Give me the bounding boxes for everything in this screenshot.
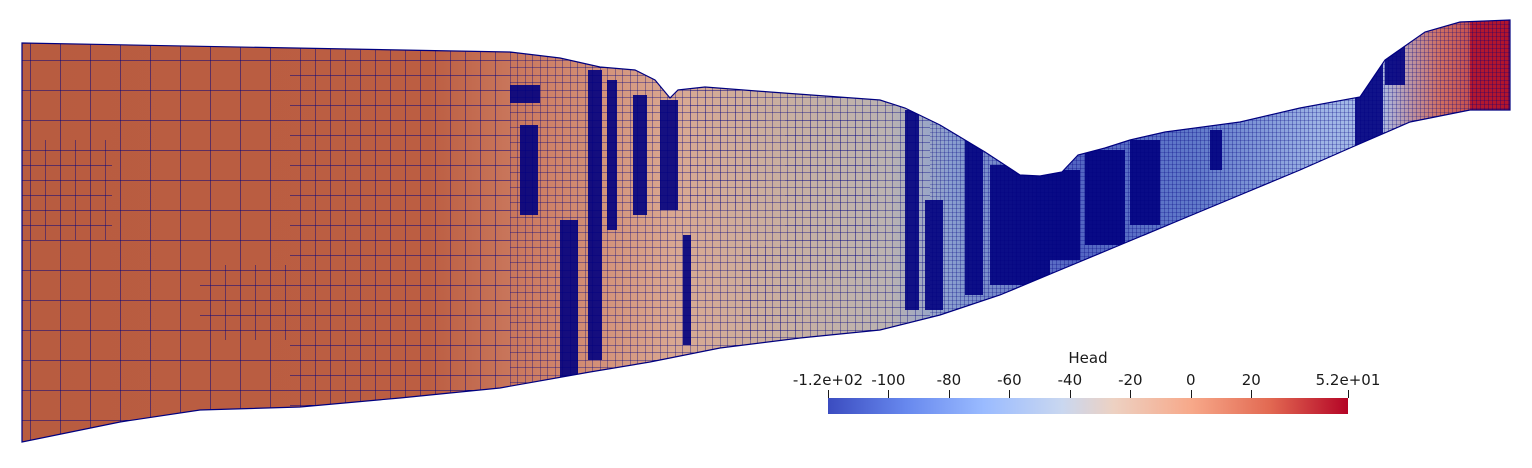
mesh-medium-region [290, 20, 510, 442]
refinement-dark-bands [510, 45, 1405, 380]
